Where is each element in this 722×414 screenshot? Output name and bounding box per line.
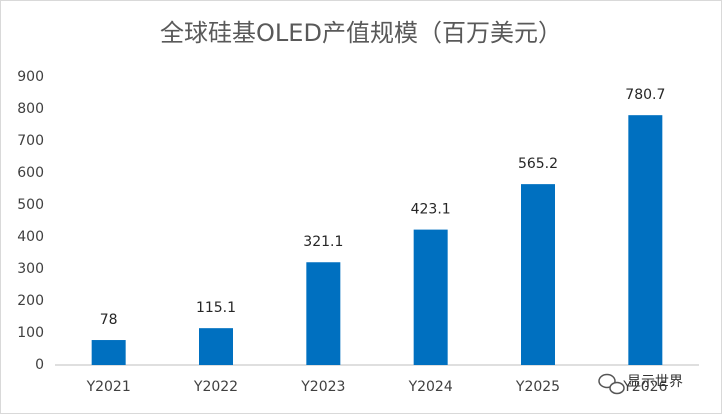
bar [199,328,233,365]
bar [628,115,663,366]
bar [91,340,126,365]
bar [521,184,555,365]
x-tick-label: Y2021 [86,379,131,395]
y-tick-label: 500 [17,197,44,213]
x-tick-label: Y2022 [193,379,238,395]
x-tick-label: Y2023 [300,379,345,395]
x-tick-label: Y2024 [408,379,453,395]
x-tick-label: Y2025 [515,379,560,395]
watermark-icon [598,373,625,395]
y-tick-label: 900 [17,69,44,85]
value-label: 780.7 [625,87,665,103]
y-tick-label: 100 [17,325,44,341]
chart-title: 全球硅基OLED产值规模（百万美元） [160,19,562,47]
value-label: 321.1 [303,234,343,250]
y-tick-label: 700 [17,133,44,149]
value-label: 78 [100,312,118,328]
y-tick-label: 600 [17,165,44,181]
watermark: 显示世界 [627,374,683,390]
y-tick-label: 0 [35,357,44,373]
y-tick-label: 300 [17,261,44,277]
value-label: 565.2 [518,156,558,172]
bar [306,262,341,365]
y-tick-label: 400 [17,229,44,245]
bar [413,229,448,365]
y-tick-label: 200 [17,293,44,309]
y-tick-label: 800 [17,101,44,117]
value-label: 423.1 [411,202,451,218]
x-tick-label: Y2026 [622,379,667,395]
value-label: 115.1 [196,300,236,316]
